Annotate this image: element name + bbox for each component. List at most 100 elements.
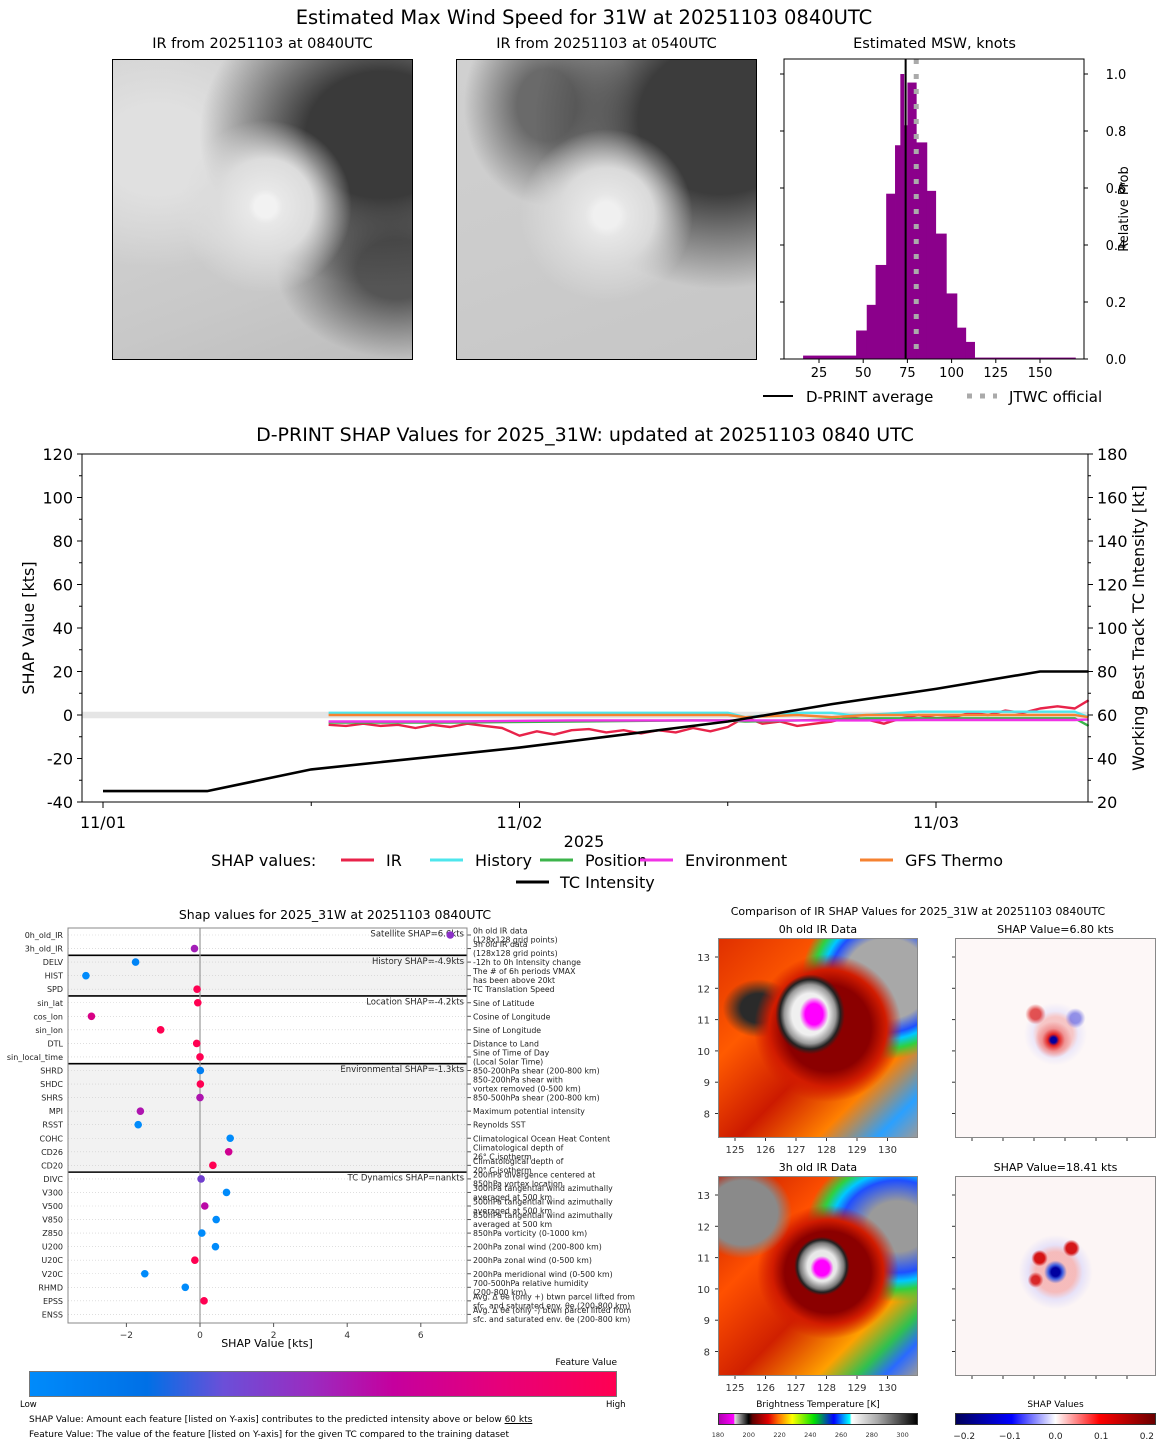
lon-tick-label: 125 [725,1383,744,1394]
right-y-tick-label: 20 [1097,793,1117,812]
feature-label: V300 [42,1188,63,1197]
shap-colorbar-tick-label: 0.0 [1048,1432,1063,1442]
shap-point-epss [200,1297,208,1305]
lat-tick-label: 9 [704,1078,710,1089]
feature-label: U20C [41,1256,63,1265]
feature-label: 3h_old_IR [25,945,64,954]
bt-colorbar-title: Brightness Temperature [K] [756,1400,880,1410]
feature-description: 700-500hPa relative humidity [473,1279,589,1288]
panel-title-shap-3h: SHAP Value=18.41 kts [993,1161,1118,1174]
shap-point-rhmd [181,1283,190,1292]
feature-label: EPSS [43,1297,63,1306]
panel-title-0h-ir: 0h old IR Data [778,923,858,936]
left-y-tick-label: -20 [47,750,73,769]
timeseries-title: D-PRINT SHAP Values for 2025_31W: update… [256,424,914,446]
shap-point-v20c [141,1269,149,1278]
shap-point-sin_local_time [196,1053,204,1061]
feature-description: 850-200hPa shear with [473,1076,563,1085]
feature-label: Z850 [42,1229,63,1238]
histogram-bar [856,330,868,359]
left-y-tick-label: -40 [47,793,73,812]
bt-colorbar-tick-label: 280 [866,1431,878,1439]
feature-description: has been above 20kt [473,976,555,985]
feature-description: Avg. Δ θe (only -) btwn parcel lifted fr… [473,1306,631,1315]
lat-tick-label: 12 [697,1222,710,1233]
lat-tick-label: 10 [697,1285,710,1296]
feature-description: 20° C isotherm [473,1166,532,1175]
lon-tick-label: 128 [817,1383,836,1394]
feature-description: Reynolds SST [473,1121,526,1130]
shap-point-divc [197,1175,205,1183]
feature-label: HIST [45,972,63,981]
feature-description: 26° C isotherm [473,1152,532,1161]
x-tick-label: −2 [120,1331,133,1341]
x-tick-label: 6 [418,1331,424,1341]
x-axis-label: 2025 [564,832,605,851]
right-y-tick-label: 60 [1097,706,1117,725]
lon-tick-label: 126 [756,1383,775,1394]
left-y-tick-label: 40 [53,619,73,638]
feature-description: 200hPa meridional wind (0-500 km) [473,1270,613,1279]
shap-point-cohc [226,1134,234,1143]
feature-description: Avg. Δ θe (only +) btwn parcel lifted fr… [473,1292,635,1301]
x-tick-label: 0 [197,1331,203,1341]
feature-description: (128x128 grid points) [473,949,558,958]
lon-tick-label: 130 [878,1383,897,1394]
left-y-tick-label: 120 [42,445,73,464]
histogram-bar [895,145,901,359]
y-axis-label: Relative Prob [1117,166,1132,251]
feature-description: averaged at 500 km [473,1220,552,1229]
x-axis-label: SHAP Value [kts] [221,1337,313,1350]
feature-label: SHRD [40,1067,63,1076]
footnote-feature: Feature Value: The value of the feature … [29,1430,510,1440]
shap-point-v500 [200,1202,209,1210]
feature-label: cos_lon [33,1012,63,1021]
colorbar-high-label: High [606,1400,626,1410]
shap-map-0h [955,938,1156,1138]
group-background [68,928,467,956]
feature-description: The # of 6h periods VMAX [472,967,576,976]
legend-label-gfs-thermo: GFS Thermo [905,851,1003,870]
feature-description: 850-200hPa shear (200-800 km) [473,1067,600,1076]
histogram-bar [926,190,937,359]
left-y-tick-label: 80 [53,532,73,551]
bt-colorbar-tick-label: 300 [896,1431,908,1439]
feature-description: 850hPa tangential wind azimuthally [473,1211,613,1220]
shap-point-cd26 [224,1148,233,1156]
shap-colorbar-title: SHAP Values [1027,1400,1084,1410]
lon-tick-label: 127 [786,1145,805,1156]
feature-description: (Local Solar Time) [473,1057,543,1066]
figure-title: Estimated Max Wind Speed for 31W at 2025… [295,6,873,29]
shap-point-0h_old_ir [446,931,455,939]
shap-colorbar-tick-label: −0.2 [953,1432,975,1442]
y-tick-label: 0.0 [1106,353,1127,368]
right-y-tick-label: 160 [1097,489,1128,508]
feature-description: -12h to 0h Intensity change [473,958,581,967]
shap-colorbar-tick-label: −0.1 [999,1432,1021,1442]
shap-feature-title: Shap values for 2025_31W at 20251103 084… [178,907,492,922]
shap-timeseries-chart: -40 -20 0 20 40 60 80 100 120 20 40 60 80 100 120 140 16… [19,445,1148,892]
feature-description: Distance to Land [473,1039,539,1048]
shap-map-3h [955,1176,1156,1376]
shap-colorbar-tick-label: 0.1 [1094,1432,1108,1442]
y-tick-label: 0.2 [1106,296,1127,311]
shap-point-z850 [198,1229,206,1237]
legend-label-dprint: D-PRINT average [806,388,933,406]
x-tick-label: 11/02 [496,813,542,832]
ir-image-0540 [456,59,757,360]
feature-description: Climatological depth of [473,1157,564,1166]
ir-colored-3h [718,1176,918,1376]
y-tick-label: 1.0 [1106,68,1127,83]
right-y-tick-label: 100 [1097,619,1128,638]
ir-panel-title-0840: IR from 20251103 at 0840UTC [152,36,373,52]
histogram-bar [900,74,905,359]
feature-label: DELV [43,958,64,967]
ir-colored-0h [718,938,918,1138]
lon-tick-label: 128 [817,1145,836,1156]
left-y-tick-label: 60 [53,576,73,595]
right-y-axis-label: Working Best Track TC Intensity [kt] [1129,485,1148,771]
shap-point-v850 [212,1215,220,1224]
right-y-tick-label: 80 [1097,663,1117,682]
feature-description: 200hPa zonal wind (0-500 km) [473,1256,592,1265]
